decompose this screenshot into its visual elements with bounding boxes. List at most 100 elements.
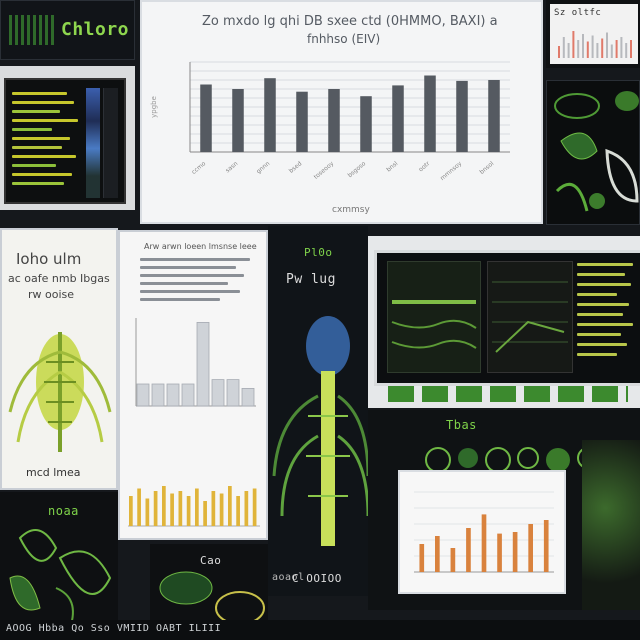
mini-bar: [630, 40, 632, 58]
y-axis-label: ypgbe: [150, 96, 158, 118]
x-tick-label: bsed: [288, 160, 304, 175]
bar: [360, 96, 372, 152]
bar: [196, 321, 210, 407]
mini-bar: [601, 38, 604, 58]
bar: [178, 491, 183, 526]
bar: [466, 528, 471, 572]
bar: [186, 496, 191, 526]
leaf-outlines: [9, 529, 112, 629]
chart-title: Zo mxdo lg qhi DB sxee ctd (0HMMO, BAXI)…: [202, 14, 498, 29]
bar: [145, 498, 150, 526]
bar: [129, 496, 133, 526]
leaf-illustration: [554, 91, 639, 212]
figure-label-b: Pl0o: [304, 246, 333, 259]
anatomy-heading-1: Ioho ulm: [16, 250, 82, 268]
small-chart-title: Sz oltfc: [554, 8, 602, 18]
x-tick-label: sasn: [224, 160, 239, 174]
bar: [136, 383, 150, 407]
bar: [219, 493, 224, 526]
bar: [153, 491, 158, 526]
bar: [151, 383, 165, 407]
data-screen-left: [0, 66, 135, 210]
anatomy-heading-3: rw ooise: [28, 288, 75, 301]
bar: [244, 491, 249, 526]
bottom-left-label: noaa: [48, 504, 79, 518]
x-tick-label: bnsl: [385, 160, 399, 174]
bar: [236, 496, 240, 526]
monitor-graph: [387, 261, 481, 373]
bar: [137, 488, 141, 526]
anatomy-heading-2: ac oafe nmb Ibgas: [8, 272, 110, 285]
monitor-panel: [368, 236, 640, 408]
chart-xlabel: cxmmsy: [332, 205, 370, 215]
bar: [252, 488, 257, 526]
logo-text: Chloro: [61, 19, 130, 40]
bar: [181, 383, 195, 407]
anatomy-figure: [272, 316, 368, 546]
mini-bar: [572, 31, 575, 58]
bar: [424, 75, 436, 152]
report-bar-chart: [135, 318, 256, 407]
bar: [228, 486, 232, 526]
bar: [203, 501, 207, 526]
bar: [166, 383, 180, 407]
bar: [211, 491, 216, 526]
bar: [419, 544, 425, 572]
mini-bar: [567, 43, 570, 58]
main-bar-chart: ccmo sasn gnnn bsed toseooy bsgoso bnsl ootr mmn…: [150, 61, 510, 182]
bar: [162, 486, 166, 526]
mini-bar: [606, 32, 608, 58]
mini-bar: [625, 43, 628, 58]
orange-chart-card: [398, 470, 566, 594]
bottom-center-label: C OOIOO: [292, 572, 342, 585]
bar: [195, 488, 199, 526]
bar: [328, 89, 340, 152]
mini-bar: [610, 44, 613, 58]
bar: [264, 78, 276, 152]
bar: [226, 379, 240, 407]
x-tick-label: bnsol: [478, 160, 495, 176]
orange-bar-chart: [414, 491, 554, 573]
bar: [528, 524, 533, 572]
logo-panel: Chloro: [0, 0, 135, 60]
logo-bars: [9, 15, 55, 45]
report-document: Arw arwn loeen lmsnse leee: [118, 230, 268, 540]
mini-bar: [596, 43, 599, 58]
x-tick-label: gnnn: [255, 160, 271, 175]
bar: [232, 89, 244, 152]
mini-bar: [562, 37, 565, 58]
plant-anatomy-illustration: [8, 332, 112, 452]
x-tick-label: mmnsoy: [439, 160, 464, 182]
bar: [450, 548, 456, 572]
leaves-label: Tbas: [446, 418, 477, 432]
bar: [497, 533, 502, 572]
mini-bar: [558, 46, 560, 58]
x-tick-label: ccmo: [190, 160, 207, 176]
bar: [488, 80, 500, 152]
bar: [456, 80, 468, 152]
x-tick-label: bsgoso: [347, 160, 368, 179]
bar: [512, 532, 518, 572]
small-bar-chart: [558, 31, 632, 58]
figure-label-a: Pw lug: [286, 272, 336, 287]
footer-strip: AOOG Hbba Qo Sso VMIID OABT ILIII: [0, 620, 640, 640]
main-bar-chart-panel: Zo mxdo lg qhi DB sxee ctd (0HMMO, BAXI)…: [140, 0, 543, 224]
anatomy-caption: mcd lmea: [26, 466, 81, 479]
mini-bar: [577, 40, 580, 58]
mini-bar: [586, 41, 589, 58]
x-tick-label: toseooy: [313, 160, 336, 181]
bottom-mid-label: Cao: [200, 554, 222, 567]
mini-bar: [615, 40, 618, 58]
bar: [481, 514, 487, 572]
report-heading: Arw arwn loeen lmsnse leee: [144, 242, 257, 251]
organ-outlines: [159, 571, 265, 625]
figure-panel: Pw lug Pl0o aoaol: [268, 226, 368, 596]
mini-bar: [591, 35, 594, 58]
chart-title-line2: fnhhso (EIV): [307, 32, 381, 46]
bar: [211, 379, 225, 407]
x-tick-label: ootr: [417, 160, 431, 174]
yellow-bar-chart: [128, 486, 260, 527]
footer-text: AOOG Hbba Qo Sso VMIID OABT ILIII: [6, 623, 222, 634]
bar: [392, 85, 404, 152]
bar: [200, 84, 212, 152]
